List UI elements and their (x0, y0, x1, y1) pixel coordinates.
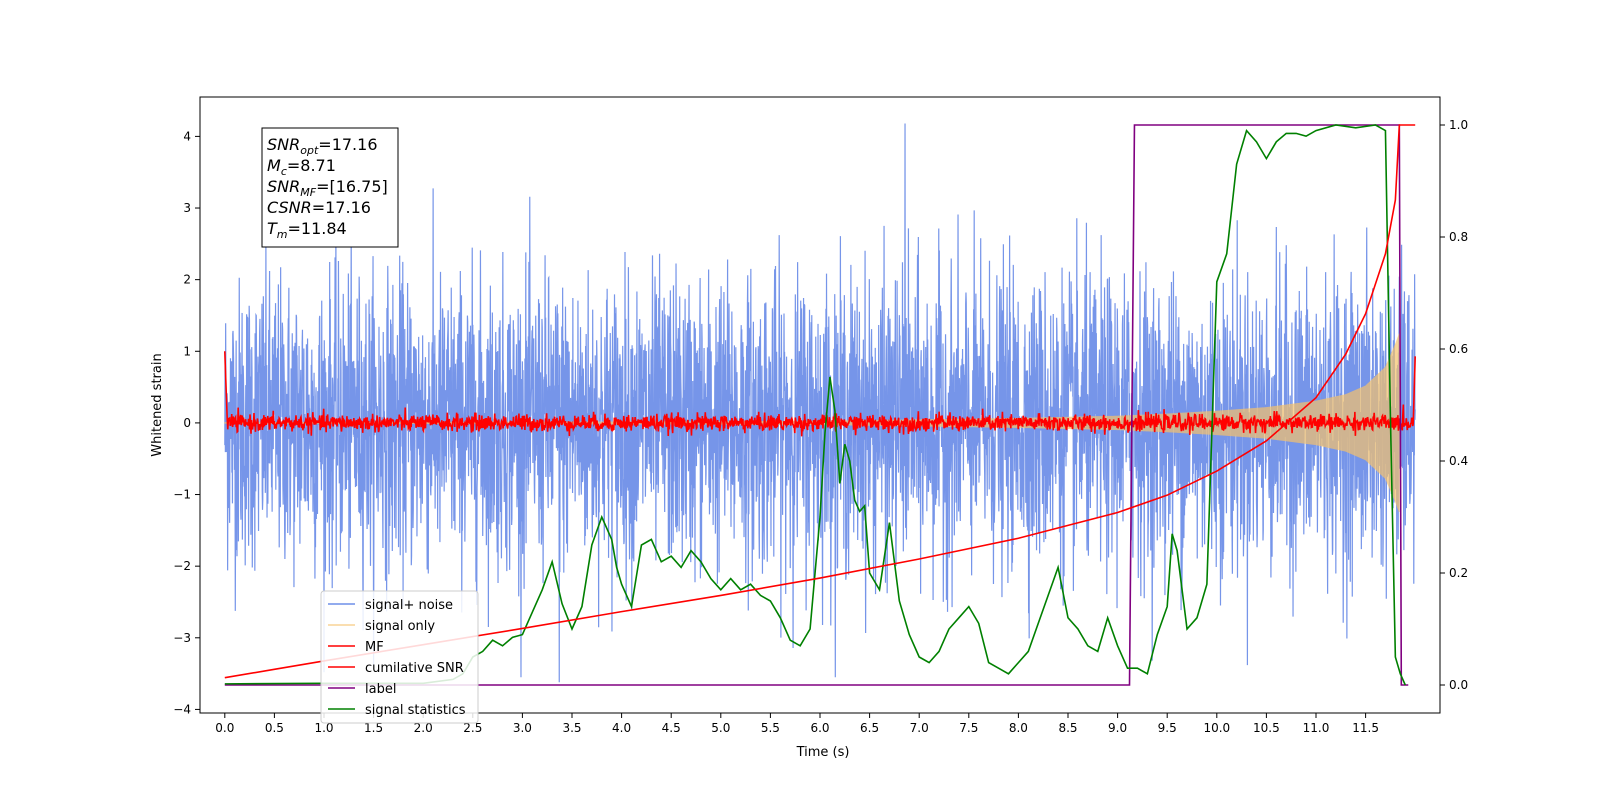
y-left-tick-label: 4 (183, 129, 191, 143)
x-tick-label: 1.0 (314, 721, 333, 735)
x-tick-label: 7.5 (959, 721, 978, 735)
legend-label: label (365, 682, 396, 697)
x-tick-label: 4.0 (612, 721, 631, 735)
x-tick-label: 5.5 (761, 721, 780, 735)
x-tick-label: 11.5 (1352, 721, 1379, 735)
legend-frame (320, 590, 479, 724)
x-tick-label: 10.5 (1253, 721, 1280, 735)
y-right-tick-label: 1.0 (1449, 118, 1468, 132)
y-left-tick-label: −1 (173, 488, 191, 502)
legend: signal+ noise signal only MF cumilative SNR… (320, 590, 479, 724)
x-tick-label: 9.0 (1108, 721, 1127, 735)
annotation-box (261, 127, 399, 248)
y-left-tick-label: −3 (173, 631, 191, 645)
x-tick-label: 4.5 (662, 721, 681, 735)
x-tick-label: 0.0 (215, 721, 234, 735)
annotation-line: SNRopt=17.16 (267, 135, 378, 157)
series-mf (224, 351, 1416, 437)
y-right-tick-label: 0.6 (1449, 342, 1468, 356)
y-axis-label: Whitened strain (150, 353, 165, 456)
x-tick-label: 11.0 (1303, 721, 1330, 735)
y-right-tick-label: 0.8 (1449, 230, 1468, 244)
x-tick-label: 8.0 (1009, 721, 1028, 735)
x-tick-label: 6.5 (860, 721, 879, 735)
y-left-tick-label: −2 (173, 559, 191, 573)
annotation-line: Tm=11.84 (267, 219, 347, 241)
legend-label: signal statistics (365, 703, 466, 718)
x-tick-label: 9.5 (1158, 721, 1177, 735)
legend-label: signal only (365, 619, 435, 634)
x-tick-label: 3.0 (513, 721, 532, 735)
x-tick-label: 0.5 (265, 721, 284, 735)
x-tick-label: 10.0 (1203, 721, 1230, 735)
y-left-tick-label: 3 (183, 201, 191, 215)
annotation-line: SNRMF=[16.75] (267, 177, 388, 199)
x-tick-label: 7.0 (910, 721, 929, 735)
y-right-tick-label: 0.4 (1449, 454, 1468, 468)
x-tick-label: 8.5 (1058, 721, 1077, 735)
x-tick-label: 2.5 (463, 721, 482, 735)
series-signal-statistics (224, 124, 1407, 686)
x-tick-label: 2.0 (414, 721, 433, 735)
y-left-tick-label: 0 (183, 416, 191, 430)
series-label (224, 124, 1409, 686)
legend-label: cumilative SNR (365, 661, 464, 676)
y-left-tick-label: 1 (183, 344, 191, 358)
annotation-line: Mc=8.71 (267, 156, 336, 178)
x-tick-label: 5.0 (711, 721, 730, 735)
x-axis-label: Time (s) (796, 745, 850, 760)
legend-label: signal+ noise (365, 598, 453, 613)
legend-label: MF (365, 640, 384, 655)
x-tick-label: 6.0 (810, 721, 829, 735)
y-right-tick-label: 0.2 (1449, 566, 1468, 580)
x-tick-label: 3.5 (562, 721, 581, 735)
y-right-tick-label: 0.0 (1449, 678, 1468, 692)
x-tick-label: 1.5 (364, 721, 383, 735)
annotation-line: CSNR=17.16 (267, 198, 371, 217)
y-left-tick-label: −4 (173, 702, 191, 716)
y-left-tick-label: 2 (183, 273, 191, 287)
